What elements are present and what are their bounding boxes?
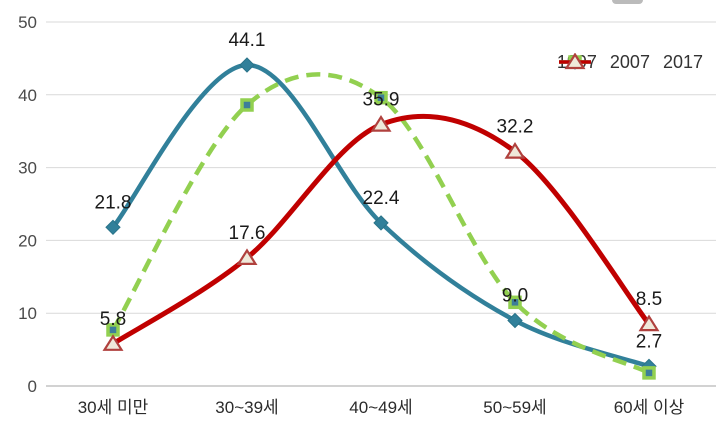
data-label-2017-2: 35.9 (363, 90, 400, 111)
data-label-2017-1: 17.6 (229, 223, 266, 244)
x-category-label-3: 50~59세 (483, 398, 546, 417)
marker-2007-1 (240, 98, 254, 112)
marker-2017-2 (370, 115, 392, 132)
legend-marker-triangle-up-icon (564, 53, 586, 70)
cropped-ui-artifact (612, 0, 643, 4)
marker-1997-1 (239, 57, 255, 73)
marker-1997-2 (373, 215, 389, 231)
data-label-1997-2: 22.4 (363, 188, 400, 209)
marker-2007-2 (374, 90, 388, 105)
series-2017 (102, 113, 660, 351)
legend-item-2007: 2007 (558, 52, 650, 72)
legend-label-2017: 2017 (662, 52, 703, 72)
chart-legend: 199720072017 (557, 53, 703, 71)
marker-2007-4 (642, 366, 656, 380)
marker-1997-0 (105, 219, 121, 236)
data-labels: 21.8 44.1 22.4 9.0 2.7 5.8 17.6 35.9 32.2 8.5 (95, 30, 663, 352)
y-tick-label-0: 0 (28, 377, 37, 396)
data-label-2017-4: 8.5 (636, 289, 662, 310)
data-label-2017-0: 5.8 (100, 309, 126, 330)
marker-2007-3 (508, 295, 522, 310)
data-label-1997-3: 9.0 (502, 286, 528, 307)
x-category-label-1: 30~39세 (215, 398, 278, 417)
data-label-1997-4: 2.7 (636, 331, 662, 352)
y-tick-label-20: 20 (18, 231, 37, 250)
marker-1997-3 (507, 312, 523, 329)
y-tick-label-10: 10 (18, 304, 37, 323)
marker-2017-4 (638, 314, 660, 332)
marker-2017-3 (504, 142, 526, 159)
gridlines (46, 21, 716, 387)
y-tick-label-30: 30 (18, 159, 37, 178)
data-label-1997-1: 44.1 (229, 30, 266, 51)
series-line-1997 (110, 62, 652, 369)
data-label-1997-0: 21.8 (95, 192, 132, 213)
marker-2017-0 (102, 334, 124, 351)
legend-label-2007: 2007 (609, 52, 650, 72)
y-tick-label-40: 40 (18, 86, 37, 105)
x-category-label-2: 40~49세 (349, 398, 412, 417)
y-tick-label-50: 50 (18, 13, 37, 32)
series-1997 (105, 57, 657, 375)
x-category-label-4: 60세 이상 (614, 398, 685, 417)
legend-swatch-2017 (558, 53, 591, 70)
x-category-label-0: 30세 미만 (78, 398, 149, 417)
x-axis-categories: 30세 미만 30~39세 40~49세 50~59세 60세 이상 (78, 398, 685, 417)
legend-item-2017: 2017 (558, 52, 703, 72)
marker-2017-1 (236, 248, 258, 265)
y-axis-ticks: 0 10 20 30 40 50 (18, 13, 37, 396)
data-label-2017-3: 32.2 (497, 117, 534, 138)
